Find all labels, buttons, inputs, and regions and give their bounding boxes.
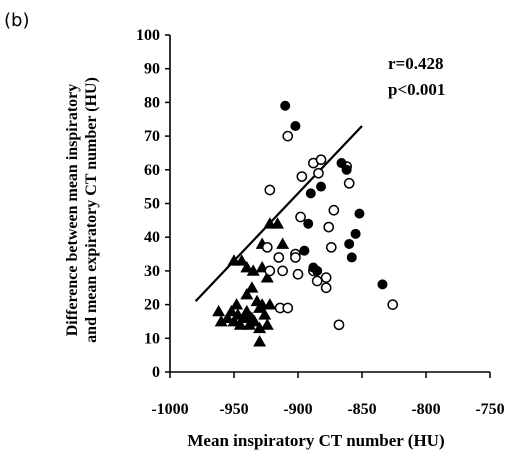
- triangle-point: [246, 264, 260, 276]
- filled-circle-point: [354, 208, 365, 219]
- filled-circle-point: [377, 279, 388, 290]
- open-circle-point: [273, 252, 285, 263]
- triangle-point: [221, 311, 235, 323]
- triangle-point: [253, 335, 267, 347]
- open-circle-point: [315, 154, 327, 166]
- y-axis-label-line2: and mean expiratory CT number (HU): [83, 77, 100, 343]
- regression-line-group: [194, 125, 363, 302]
- y-tick-label: 50: [144, 196, 160, 213]
- triangle-point: [240, 304, 254, 317]
- open-circle-point: [333, 319, 345, 331]
- y-ticks: 0 10 20 30 40 50 60 70 80 90 100: [136, 27, 170, 381]
- triangle-point: [212, 304, 226, 317]
- open-circle-point: [296, 171, 308, 182]
- data-points: [212, 100, 399, 347]
- triangle-point: [260, 318, 274, 330]
- filled-circle-point: [312, 265, 323, 276]
- open-circle-point: [282, 130, 294, 142]
- p-value-annotation: p<0.001: [388, 80, 445, 99]
- triangle-point: [230, 298, 244, 310]
- triangle-point: [258, 308, 272, 320]
- open-circle-point: [290, 252, 301, 263]
- open-circle-point: [277, 265, 288, 277]
- open-circle-point: [387, 299, 399, 310]
- triangle-point: [235, 254, 249, 266]
- open-circle-point: [295, 211, 306, 223]
- correlation-annotation: r=0.428: [388, 54, 443, 73]
- triangle-point: [224, 304, 238, 317]
- y-tick-label: 80: [144, 94, 160, 111]
- triangle-point: [233, 318, 247, 330]
- open-circle-point: [292, 268, 304, 280]
- y-tick-label: 100: [136, 27, 160, 44]
- open-circle-point: [313, 167, 324, 179]
- panel-label: (b): [4, 10, 29, 31]
- open-circle-point: [282, 302, 294, 314]
- triangle-point: [214, 314, 228, 327]
- filled-circle-point: [290, 120, 301, 131]
- open-circle-point: [320, 282, 332, 294]
- open-circle-point: [325, 241, 337, 253]
- filled-circle-point: [344, 238, 355, 249]
- filled-circle-point: [280, 100, 291, 111]
- filled-circle-point: [305, 188, 316, 199]
- open-circle-point: [261, 241, 273, 253]
- triangle-point: [276, 237, 290, 249]
- open-circle-point: [328, 204, 340, 216]
- y-tick-label: 0: [152, 364, 160, 381]
- x-axis-label: Mean inspiratory CT number (HU): [187, 431, 444, 450]
- x-tick-label: -1000: [151, 401, 188, 418]
- filled-circle-point: [350, 228, 361, 239]
- triangle-point: [253, 301, 267, 313]
- triangle-point: [271, 217, 285, 229]
- filled-circle-point: [316, 181, 327, 192]
- y-tick-label: 20: [144, 297, 160, 314]
- open-circle-point: [311, 275, 323, 287]
- x-ticks: -1000 -950 -900 -850 -800 -750: [151, 372, 505, 418]
- annotations: r=0.428 p<0.001: [388, 54, 445, 99]
- x-tick-label: -900: [283, 401, 312, 418]
- y-axis-label-line1: Difference between mean inspiratory: [64, 84, 81, 337]
- y-tick-label: 70: [144, 128, 160, 145]
- filled-circle-point: [346, 252, 357, 263]
- triangle-point: [253, 321, 267, 334]
- regression-line: [194, 125, 363, 302]
- filled-circle-point: [303, 218, 314, 229]
- y-tick-label: 40: [144, 229, 160, 246]
- x-tick-label: -800: [411, 401, 440, 418]
- y-tick-label: 90: [144, 61, 160, 78]
- open-circle-point: [320, 272, 332, 283]
- triangle-point: [263, 298, 277, 310]
- open-circle-point: [264, 184, 276, 196]
- x-tick-label: -750: [475, 401, 504, 418]
- y-axis-label: Difference between mean inspiratory and …: [64, 77, 100, 343]
- open-circle-point: [264, 265, 276, 277]
- triangle-point: [247, 314, 261, 327]
- filled-circle-point: [341, 164, 352, 175]
- triangle-point: [227, 314, 241, 327]
- triangle-point: [260, 271, 274, 283]
- x-tick-label: -950: [219, 401, 248, 418]
- x-tick-label: -850: [347, 401, 376, 418]
- open-circle-point: [343, 177, 355, 189]
- y-tick-label: 10: [144, 330, 160, 347]
- triangle-point: [245, 281, 259, 293]
- y-tick-label: 30: [144, 263, 160, 280]
- triangle-point: [240, 287, 254, 300]
- triangle-point: [240, 261, 254, 273]
- filled-circle-point: [299, 245, 310, 256]
- y-tick-label: 60: [144, 162, 160, 179]
- open-circle-point: [323, 221, 335, 233]
